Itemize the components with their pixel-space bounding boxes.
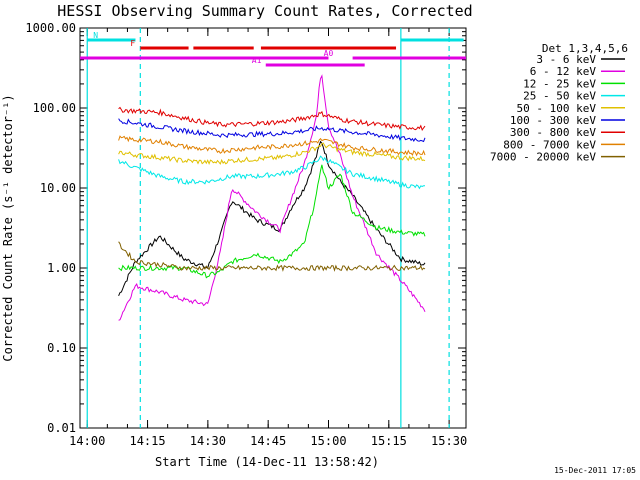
- series-line: [118, 155, 425, 190]
- x-tick-label: 14:45: [250, 434, 286, 448]
- x-axis-label: Start Time (14-Dec-11 13:58:42): [155, 455, 379, 469]
- x-tick-label: 15:30: [431, 434, 467, 448]
- y-tick-label: 0.01: [47, 421, 76, 435]
- flag-label-f: F: [130, 39, 135, 48]
- y-tick-label: 0.10: [47, 341, 76, 355]
- flag-label-n: N: [93, 31, 98, 40]
- flag-label-a1: A1: [252, 56, 262, 65]
- series-line: [118, 106, 426, 131]
- legend-title: Det 1,3,4,5,6: [542, 42, 628, 55]
- series-line: [118, 241, 426, 272]
- series-line: [118, 140, 426, 297]
- y-axis-label: Corrected Count Rate (s⁻¹ detector⁻¹): [1, 94, 15, 361]
- legend-label: 300 - 800 keV: [510, 126, 596, 139]
- legend-label: 3 - 6 keV: [536, 53, 596, 66]
- x-tick-label: 14:00: [69, 434, 105, 448]
- legend-label: 6 - 12 keV: [530, 65, 597, 78]
- legend-label: 800 - 7000 keV: [503, 138, 596, 151]
- series-line: [118, 135, 426, 157]
- legend-label: 100 - 300 keV: [510, 114, 596, 127]
- flag-label-a0: A0: [324, 49, 334, 58]
- legend-label: 12 - 25 keV: [523, 77, 596, 90]
- y-tick-label: 10.00: [40, 181, 76, 195]
- x-tick-label: 14:30: [190, 434, 226, 448]
- y-tick-label: 1000.00: [25, 21, 76, 35]
- series-line: [118, 118, 426, 143]
- x-tick-label: 15:00: [310, 434, 346, 448]
- legend-label: 25 - 50 keV: [523, 90, 596, 103]
- series-line: [118, 164, 426, 279]
- legend-label: 50 - 100 keV: [517, 102, 597, 115]
- y-tick-label: 100.00: [33, 101, 76, 115]
- y-tick-label: 1.00: [47, 261, 76, 275]
- legend-label: 7000 - 20000 keV: [490, 151, 596, 164]
- series-line: [118, 74, 426, 321]
- timestamp: 15-Dec-2011 17:05: [554, 466, 636, 475]
- x-tick-label: 15:15: [371, 434, 407, 448]
- series-line: [118, 142, 426, 166]
- x-tick-label: 14:15: [129, 434, 165, 448]
- plot-frame: [79, 27, 467, 429]
- chart-title: HESSI Observing Summary Count Rates, Cor…: [57, 2, 472, 20]
